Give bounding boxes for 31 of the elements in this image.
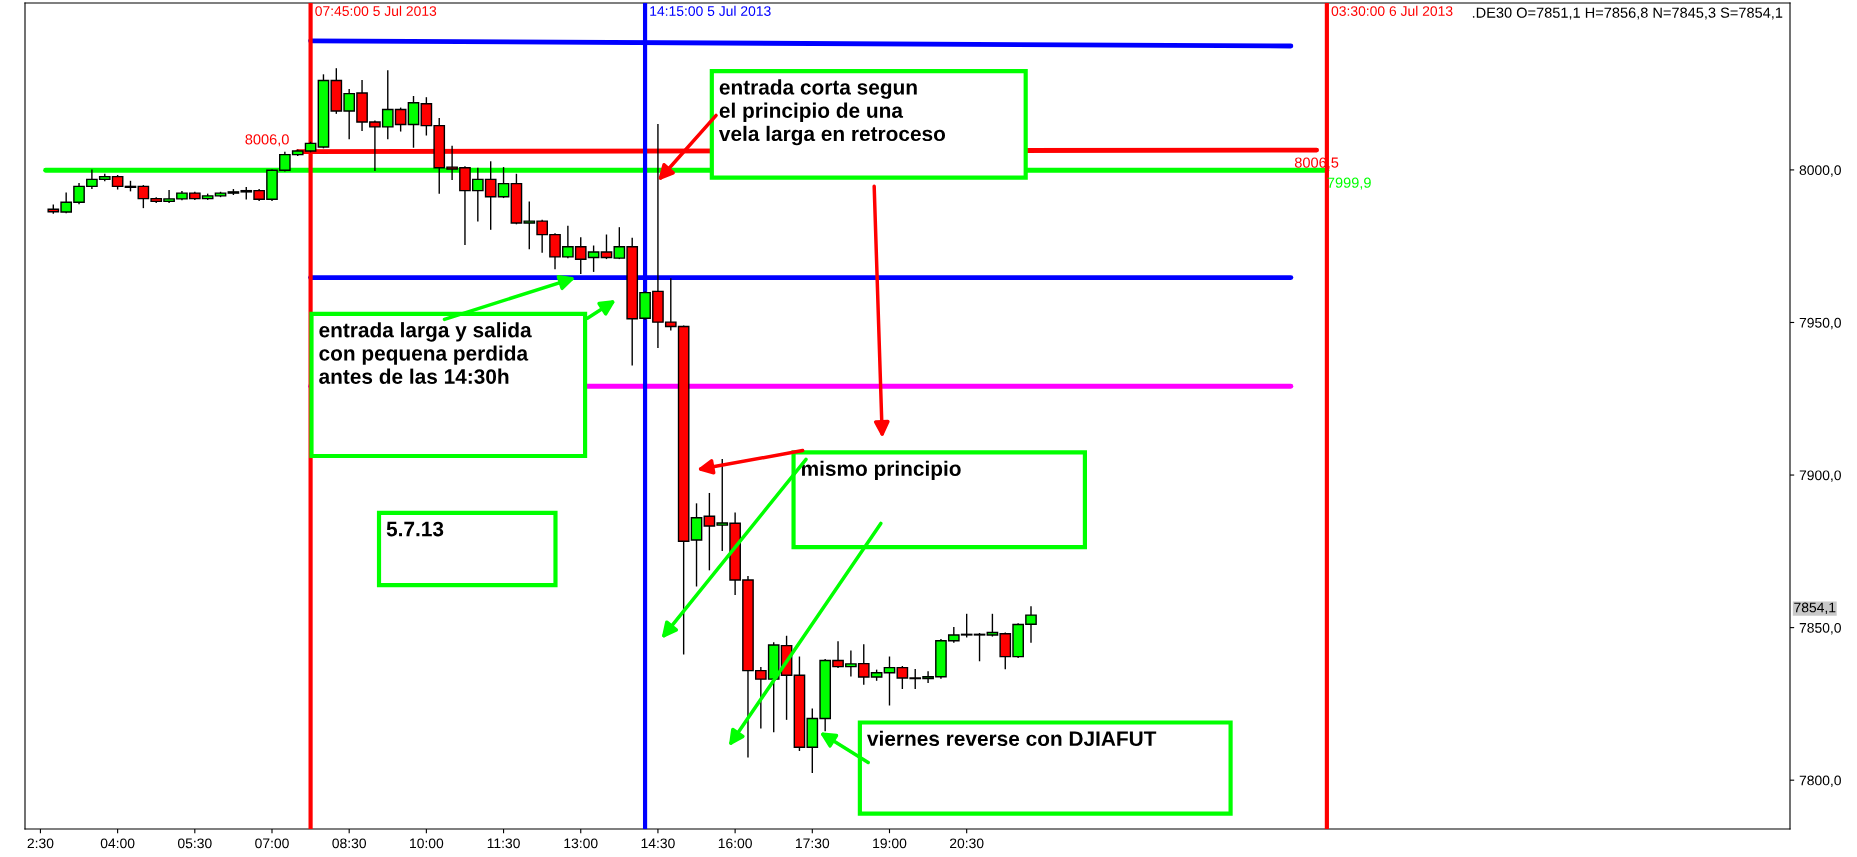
- x-tick-label: 13:00: [564, 838, 598, 849]
- ref-line-label: 14:15:00 5 Jul 2013: [650, 5, 771, 16]
- text: 7854,1: [1794, 602, 1836, 614]
- annotation: viernes reverse con DJIAFUT: [867, 730, 1157, 747]
- annotation: entrada larga y salida con pequena perdida antes de las 14:30h: [319, 322, 532, 384]
- x-tick-label: 10:00: [410, 838, 444, 849]
- annotation: 8006,0: [245, 134, 289, 147]
- y-tick-label: 7800,0: [1799, 775, 1841, 787]
- candlestick: [690, 503, 703, 587]
- x-tick-label: 17:30: [795, 838, 830, 849]
- x-tick-label: 08:30: [332, 838, 367, 849]
- x-tick-label: 19:00: [873, 838, 907, 849]
- annotation: entrada corta segun el principio de una vela larga en retroceso: [718, 79, 946, 146]
- ref-line-label: 03:30:00 6 Jul 2013: [1331, 5, 1453, 16]
- x-tick-label: 04:00: [100, 838, 135, 849]
- x-tick-label: 16:00: [718, 838, 752, 849]
- y-tick-label: 7850,0: [1799, 622, 1841, 635]
- y-tick-label: 7950,0: [1799, 317, 1841, 330]
- annotation: 5.7.13: [386, 521, 444, 537]
- x-tick-label: 20:30: [950, 838, 984, 849]
- y-tick-label: 8000,0: [1799, 165, 1841, 177]
- x-tick-label: 2:30: [27, 838, 54, 849]
- x-tick-label: 11:30: [487, 838, 520, 849]
- annotation: mismo principio: [801, 460, 961, 481]
- annotation: .DE30 O=7851,1 H=7856,8 N=7845,3 S=7854,1: [1472, 7, 1783, 20]
- x-tick-label: 07:00: [255, 838, 289, 849]
- x-tick-label: 05:30: [177, 838, 212, 849]
- x-tick-label: 14:30: [641, 838, 675, 849]
- y-tick-label: 7900,0: [1799, 470, 1841, 482]
- ref-line-label: 07:45:00 5 Jul 2013: [315, 5, 437, 16]
- candlestick: [407, 95, 420, 148]
